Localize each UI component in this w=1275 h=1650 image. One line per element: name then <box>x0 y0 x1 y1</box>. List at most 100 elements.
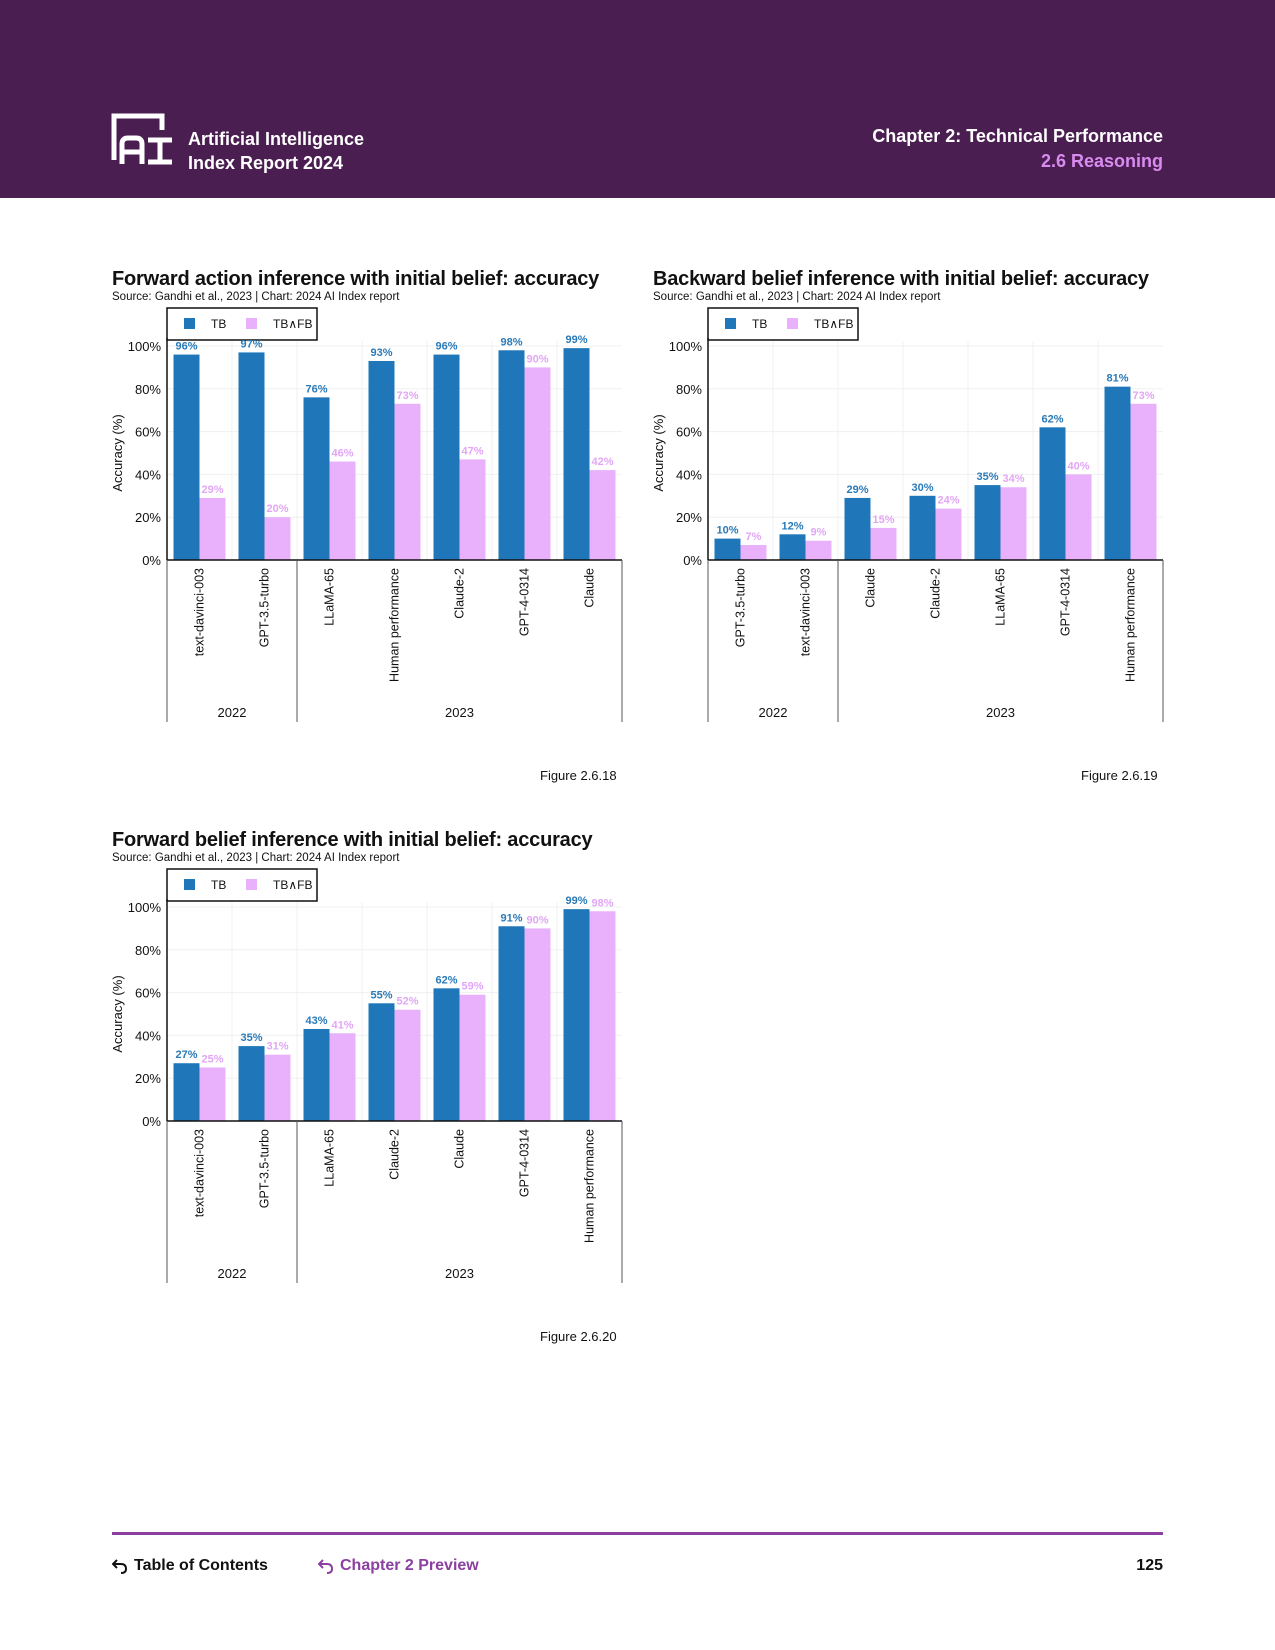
legend-swatch <box>246 318 257 329</box>
legend-swatch <box>184 318 195 329</box>
chart-legend: TB TB∧FB <box>166 868 318 902</box>
bar-tb-fb <box>870 527 897 560</box>
bar-tb <box>368 360 395 560</box>
chart-forward-belief: Forward belief inference with initial be… <box>112 829 632 1344</box>
chapter-title: Chapter 2: Technical Performance <box>872 126 1163 146</box>
chart-title: Forward action inference with initial be… <box>112 268 600 290</box>
bar-chart-svg: TB TB∧FB 0% 20% 40% 60% 80% 100% Accuracy (%) 27%… <box>112 868 623 1283</box>
group-label: 2023 <box>986 705 1015 720</box>
data-label: 42% <box>591 456 613 468</box>
chart-backward-belief: Backward belief inference with initial b… <box>653 268 1173 783</box>
y-tick-label: 20% <box>135 510 161 525</box>
figure-label: Figure 2.6.19 <box>1081 768 1158 783</box>
data-label: 24% <box>937 495 959 507</box>
x-tick-label: LLaMA-65 <box>323 1129 337 1187</box>
y-tick-label: 20% <box>135 1071 161 1086</box>
data-label: 25% <box>201 1054 223 1066</box>
legend-label: TB <box>211 317 226 331</box>
data-label: 43% <box>305 1015 327 1027</box>
return-arrow-icon <box>318 1559 334 1574</box>
footer-divider <box>112 1532 1163 1535</box>
data-label: 34% <box>1002 473 1024 485</box>
data-label: 97% <box>240 338 262 350</box>
bar-tb-fb <box>459 994 486 1121</box>
data-label: 98% <box>591 897 613 909</box>
x-tick-label: LLaMA-65 <box>994 568 1008 626</box>
data-label: 73% <box>1132 390 1154 402</box>
y-tick-label: 80% <box>135 943 161 958</box>
data-label: 96% <box>175 341 197 353</box>
figure-label: Figure 2.6.20 <box>540 1329 617 1344</box>
bar-tb <box>173 354 200 560</box>
x-tick-label: Claude-2 <box>453 568 467 619</box>
bar-tb <box>303 397 330 560</box>
x-tick-label: GPT-3.5-turbo <box>258 568 272 647</box>
bar-tb <box>433 988 460 1121</box>
data-label: 31% <box>266 1041 288 1053</box>
data-label: 52% <box>396 996 418 1008</box>
y-tick-label: 100% <box>128 339 162 354</box>
x-tick-label: GPT-3.5-turbo <box>258 1129 272 1208</box>
preview-label: Chapter 2 Preview <box>340 1557 479 1574</box>
bar-tb <box>498 926 525 1121</box>
table-of-contents-link[interactable]: Table of Contents <box>112 1557 268 1575</box>
y-tick-label: 100% <box>669 339 703 354</box>
data-label: 90% <box>526 353 548 365</box>
data-label: 40% <box>1067 460 1089 472</box>
group-label: 2022 <box>218 705 247 720</box>
bar-tb <box>563 348 590 560</box>
group-label: 2023 <box>445 705 474 720</box>
bar-tb-fb <box>589 911 616 1121</box>
bar-tb <box>1104 386 1131 560</box>
chapter-preview-link[interactable]: Chapter 2 Preview <box>318 1557 479 1575</box>
y-axis-label: Accuracy (%) <box>653 414 666 491</box>
report-brand: Artificial Intelligence Index Report 202… <box>188 127 364 175</box>
bar-tb-fb <box>805 540 832 560</box>
group-label: 2022 <box>218 1266 247 1281</box>
bar-tb-fb <box>1130 403 1157 560</box>
data-label: 29% <box>201 484 223 496</box>
bar-tb <box>1039 427 1066 560</box>
y-tick-label: 80% <box>676 382 702 397</box>
y-tick-label: 60% <box>135 986 161 1001</box>
chart-source: Source: Gandhi et al., 2023 | Chart: 202… <box>653 291 941 303</box>
legend-swatch <box>184 879 195 890</box>
x-tick-label: Claude-2 <box>929 568 943 619</box>
bar-tb-fb <box>264 1054 291 1121</box>
data-label: 29% <box>846 484 868 496</box>
x-tick-label: Claude <box>864 568 878 608</box>
legend-swatch <box>246 879 257 890</box>
bar-tb-fb <box>1000 487 1027 560</box>
data-label: 20% <box>266 503 288 515</box>
bar-tb-fb <box>524 367 551 560</box>
page-number: 125 <box>1136 1557 1163 1574</box>
bar-tb-fb <box>199 1067 226 1121</box>
x-tick-label: text-davinci-003 <box>193 568 207 656</box>
x-tick-label: GPT-4-0314 <box>1059 568 1073 636</box>
data-label: 62% <box>1041 413 1063 425</box>
data-label: 7% <box>746 531 762 543</box>
brand-line-2: Index Report 2024 <box>188 153 344 173</box>
data-label: 35% <box>976 471 998 483</box>
data-label: 9% <box>811 527 827 539</box>
y-axis-label: Accuracy (%) <box>112 975 125 1052</box>
group-label: 2022 <box>759 705 788 720</box>
data-label: 91% <box>500 912 522 924</box>
chart-legend: TB TB∧FB <box>707 307 859 341</box>
x-tick-label: GPT-3.5-turbo <box>734 568 748 647</box>
y-tick-label: 0% <box>683 553 702 568</box>
x-tick-label: LLaMA-65 <box>323 568 337 626</box>
legend-label: TB <box>211 878 226 892</box>
bar-tb <box>368 1003 395 1121</box>
data-label: 35% <box>240 1032 262 1044</box>
report-header: Artificial Intelligence Index Report 202… <box>0 0 1275 198</box>
data-label: 10% <box>716 525 738 537</box>
chapter-heading: Chapter 2: Technical Performance 2.6 Rea… <box>872 124 1163 174</box>
data-label: 90% <box>526 914 548 926</box>
bar-tb-fb <box>459 459 486 560</box>
data-label: 27% <box>175 1049 197 1061</box>
chart-forward-action: Forward action inference with initial be… <box>112 268 632 783</box>
chart-source: Source: Gandhi et al., 2023 | Chart: 202… <box>112 852 400 864</box>
y-tick-label: 40% <box>135 467 161 482</box>
bar-tb-fb <box>394 403 421 560</box>
